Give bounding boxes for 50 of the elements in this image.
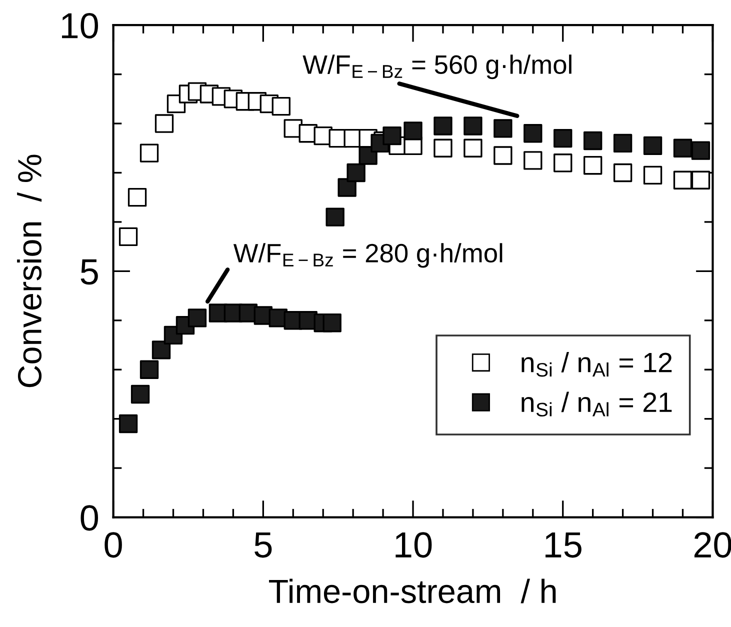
- point: [613, 134, 632, 153]
- point: [272, 96, 290, 116]
- point: [434, 138, 452, 158]
- point: [691, 141, 710, 160]
- point: [152, 340, 171, 360]
- x-tick-label: 0: [104, 532, 122, 558]
- point: [524, 151, 542, 170]
- point: [140, 360, 159, 379]
- point: [154, 114, 174, 133]
- point: [140, 144, 159, 162]
- x-tick-label: 20: [694, 532, 731, 558]
- point: [118, 227, 138, 246]
- y-tick-label: 5: [80, 259, 98, 285]
- legend-label: n$_{Si}$ / n$_{Al}$ = 12: [522, 352, 672, 377]
- x-tick-label: 15: [546, 532, 582, 558]
- point: [338, 178, 356, 197]
- x-tick-label: 5: [254, 532, 272, 558]
- legend-label: n$_{Si}$ / n$_{Al}$ = 21: [522, 392, 672, 416]
- point: [464, 138, 482, 158]
- point: [128, 188, 147, 207]
- point: [118, 414, 138, 434]
- point: [404, 122, 422, 140]
- point: [673, 170, 692, 190]
- point: [382, 126, 402, 146]
- y-tick-label: 10: [62, 12, 98, 39]
- point: [613, 163, 632, 182]
- annotation: W/F$_{E−Bz}$ = 280 g·h/mol: [233, 243, 502, 268]
- y-axis-title: Conversion / %: [17, 154, 42, 388]
- y-tick-label: 0: [80, 505, 98, 531]
- x-tick-label: 10: [396, 532, 432, 558]
- point: [130, 384, 150, 404]
- point: [464, 116, 482, 136]
- point: [346, 163, 366, 182]
- point: [326, 208, 344, 226]
- point: [691, 170, 710, 190]
- point: [584, 131, 602, 150]
- point: [643, 136, 662, 156]
- point: [673, 138, 692, 158]
- point: [322, 314, 342, 332]
- point: [494, 146, 512, 165]
- point: [643, 166, 662, 185]
- point: [584, 156, 602, 175]
- point: [524, 124, 542, 143]
- point: [188, 308, 207, 328]
- annotation: W/F$_{E−Bz}$ = 560 g·h/mol: [302, 54, 572, 80]
- point: [554, 128, 572, 148]
- x-axis-title: Time-on-stream / h: [269, 578, 556, 604]
- point: [434, 116, 452, 136]
- point: [494, 119, 512, 138]
- point: [554, 154, 572, 172]
